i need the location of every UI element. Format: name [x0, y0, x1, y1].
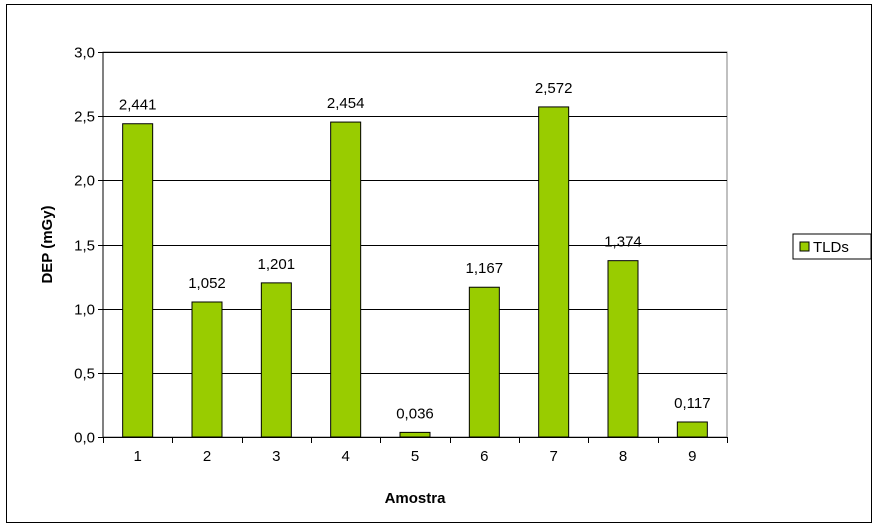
bar — [676, 421, 708, 438]
bar — [122, 123, 154, 438]
x-tick-label: 4 — [341, 448, 349, 465]
bar — [260, 282, 292, 438]
data-label: 1,201 — [258, 256, 296, 273]
x-axis-title: Amostra — [385, 490, 447, 507]
x-tick-label: 2 — [203, 448, 211, 465]
y-axis: 0,0 0,5 1,0 1,5 2,0 2,5 3,0 — [74, 45, 104, 447]
x-tick-label: 7 — [549, 448, 557, 465]
x-tick-label: 5 — [411, 448, 419, 465]
bar — [330, 121, 362, 438]
data-labels: 2,441 1,052 1,201 2,454 0,036 1,167 2,572 1,374… — [119, 80, 711, 422]
x-tick-label: 3 — [272, 448, 280, 465]
data-label: 1,052 — [188, 275, 226, 292]
x-tick-label: 8 — [619, 448, 627, 465]
data-label: 2,441 — [119, 97, 157, 114]
y-tick-label: 2,0 — [74, 173, 95, 190]
data-label: 1,374 — [604, 234, 642, 251]
x-axis: 1 2 3 4 5 6 7 8 9 — [103, 437, 728, 465]
y-tick-label: 0,0 — [74, 430, 95, 447]
data-label: 0,036 — [396, 405, 434, 422]
bar — [538, 106, 570, 438]
data-label: 0,117 — [674, 395, 710, 412]
data-label: 1,167 — [466, 260, 504, 277]
y-tick-label: 1,0 — [74, 302, 95, 319]
x-tick-label: 6 — [480, 448, 488, 465]
bar — [607, 260, 639, 438]
legend-label-tlds: TLDs — [813, 239, 849, 256]
bars — [122, 106, 708, 438]
legend: TLDs — [792, 233, 872, 260]
bar — [468, 286, 500, 438]
bar — [399, 431, 431, 438]
legend-swatch-tlds — [799, 241, 810, 252]
y-tick-label: 0,5 — [74, 366, 95, 383]
x-tick-label: 9 — [688, 448, 696, 465]
bar — [191, 301, 223, 438]
data-label: 2,572 — [535, 80, 573, 97]
y-tick-label: 3,0 — [74, 45, 95, 62]
y-tick-label: 1,5 — [74, 238, 95, 255]
y-tick-label: 2,5 — [74, 109, 95, 126]
x-tick-label: 1 — [133, 448, 141, 465]
data-label: 2,454 — [327, 95, 365, 112]
y-axis-title: DEP (mGy) — [39, 205, 56, 283]
